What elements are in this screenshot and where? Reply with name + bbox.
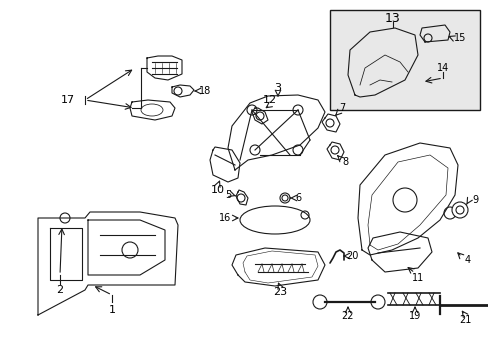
Text: 16: 16 (219, 213, 231, 223)
Text: 9: 9 (471, 195, 477, 205)
Text: 6: 6 (294, 193, 301, 203)
Bar (329, 10, 479, 110)
Text: 18: 18 (199, 86, 211, 96)
Text: 3: 3 (274, 83, 281, 93)
Text: 17: 17 (61, 95, 75, 105)
Circle shape (451, 202, 467, 218)
Text: 22: 22 (341, 311, 353, 321)
Text: 2: 2 (56, 285, 63, 295)
Text: 12: 12 (263, 95, 277, 105)
Text: 13: 13 (385, 12, 400, 24)
Text: 21: 21 (458, 315, 470, 325)
Text: 15: 15 (453, 33, 465, 43)
Text: 7: 7 (338, 103, 345, 113)
Text: 4: 4 (464, 255, 470, 265)
Text: 8: 8 (341, 157, 347, 167)
Circle shape (282, 195, 287, 201)
Text: 14: 14 (436, 63, 448, 73)
Text: 5: 5 (224, 190, 231, 200)
Text: 23: 23 (272, 287, 286, 297)
Text: 1: 1 (108, 305, 115, 315)
Text: 19: 19 (408, 311, 420, 321)
Text: 11: 11 (411, 273, 423, 283)
Text: 10: 10 (210, 185, 224, 195)
Text: 20: 20 (345, 251, 357, 261)
